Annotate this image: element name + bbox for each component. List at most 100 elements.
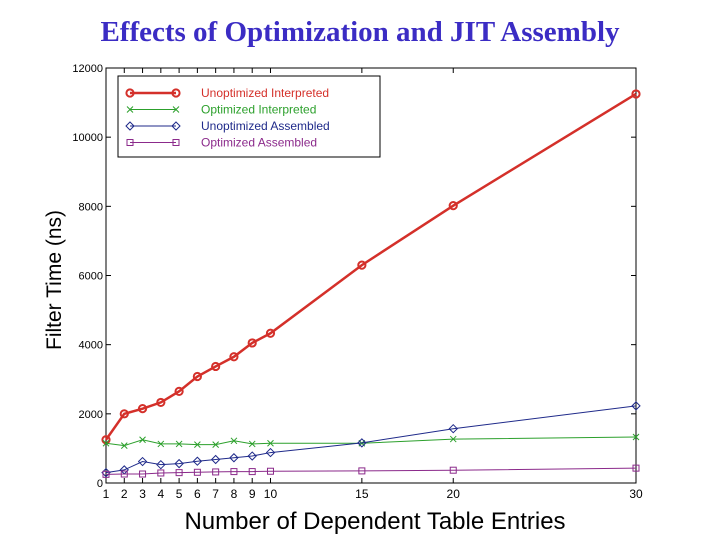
series-unoptimized-interpreted [101,89,641,445]
legend-marker [172,106,180,113]
legend-marker [126,106,134,113]
data-point [157,440,165,448]
data-point [267,439,274,447]
data-point [265,328,276,338]
series-line [105,405,637,474]
legend-item: Optimized Assembled [126,136,317,150]
data-point [448,201,458,211]
x-tick-label: 10 [264,487,278,501]
x-axis-ticks: 1 2 3 4 5 6 7 8 9 10 15 20 30 [103,68,643,501]
data-point [449,466,457,474]
x-tick-label: 3 [139,487,146,501]
data-point [139,436,146,444]
data-point [192,456,203,466]
legend-item: Unoptimized Assembled [125,119,330,133]
series-unoptimized-assembled [101,401,641,478]
data-point [102,439,110,447]
data-point [449,435,457,443]
legend-marker [172,139,180,146]
series-line [105,467,637,475]
data-point [357,260,367,270]
series-line [104,92,637,441]
legend-label: Unoptimized Interpreted [201,86,329,100]
legend-marker [171,88,181,98]
data-point [139,470,147,478]
legend-marker [171,121,181,131]
data-point [358,467,366,475]
x-tick-label: 1 [103,487,110,501]
y-tick-label: 10000 [72,132,103,144]
data-point [192,371,202,382]
x-tick-label: 9 [249,487,256,501]
legend-item: Unoptimized Interpreted [125,86,329,100]
data-point [174,458,184,469]
x-tick-label: 6 [194,487,201,501]
data-point [137,404,148,414]
x-tick-label: 2 [121,487,128,501]
data-point [157,469,165,477]
data-point [229,352,239,362]
data-point [632,433,640,441]
data-point [119,409,129,419]
legend-marker [126,139,134,146]
data-point [448,423,458,434]
legend-label: Unoptimized Assembled [201,119,330,133]
data-point [175,440,183,448]
y-tick-label: 6000 [79,271,103,283]
data-point [230,437,238,445]
data-point [247,451,257,461]
y-tick-label: 12000 [72,63,103,75]
x-axis-label: Number of Dependent Table Entries [184,508,566,535]
x-tick-label: 7 [212,487,219,501]
y-axis-label: Filter Time (ns) [43,209,66,351]
data-point [632,464,640,472]
data-point [230,468,238,476]
x-tick-label: 15 [355,487,369,501]
x-tick-label: 20 [447,487,461,501]
data-point [247,338,257,348]
data-point [194,441,201,448]
data-point [229,453,239,463]
x-tick-label: 8 [231,487,238,501]
data-point [212,441,220,448]
data-point [193,468,201,476]
data-point [120,442,128,450]
data-point [137,456,148,467]
data-point [102,470,110,478]
y-tick-label: 2000 [79,409,103,421]
x-tick-label: 5 [176,487,183,501]
data-point [265,447,276,458]
legend: Unoptimized Interpreted Optimized Interpr… [117,75,381,158]
y-axis-ticks: 0 2000 4000 6000 8000 10000 12000 [72,63,636,490]
legend-item: Optimized Interpreted [126,103,316,117]
y-tick-label: 8000 [79,201,103,213]
data-point [174,386,184,396]
data-point [631,401,641,411]
data-point [156,397,166,408]
legend-marker [125,88,135,98]
x-tick-label: 4 [157,487,164,501]
data-point [211,361,221,372]
data-point [631,89,641,99]
x-tick-label: 30 [629,487,643,501]
chart-title: Effects of Optimization and JIT Assembly [100,16,620,48]
legend-label: Optimized Interpreted [201,103,316,117]
series-optimized-assembled [102,464,640,478]
y-tick-label: 0 [97,478,103,490]
series-layer [101,89,641,478]
data-point [248,468,256,476]
data-point [210,454,221,465]
data-point [266,467,274,475]
data-point [120,470,128,478]
data-point [212,468,220,476]
data-point [248,440,256,448]
legend-marker [125,121,135,131]
data-point [175,469,183,477]
legend-label: Optimized Assembled [201,136,317,150]
data-point [357,438,367,448]
y-tick-label: 4000 [79,340,103,352]
data-point [156,459,166,470]
legend-box [117,75,381,158]
